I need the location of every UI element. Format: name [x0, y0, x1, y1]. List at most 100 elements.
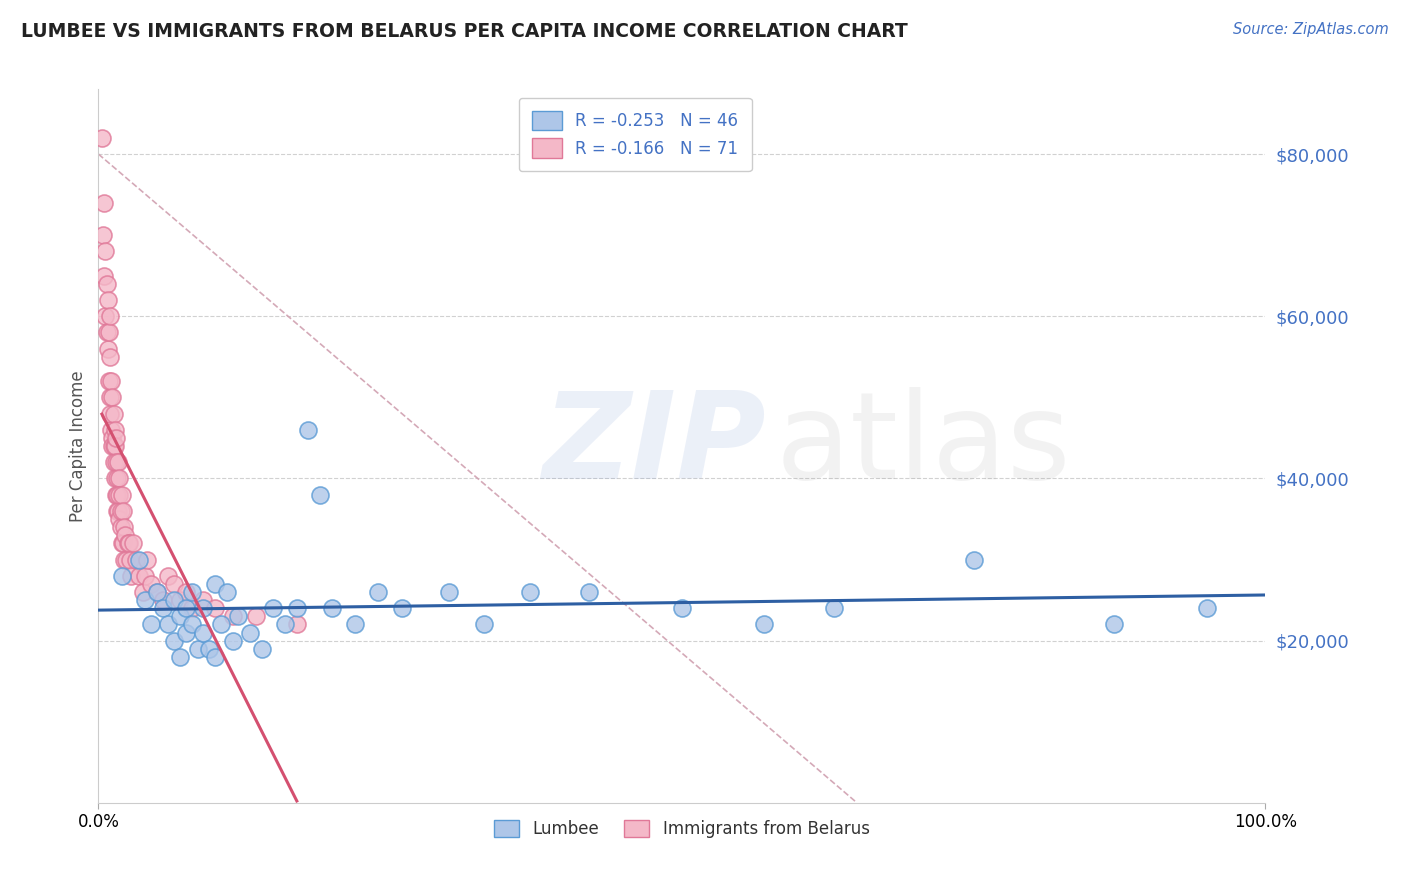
Point [228, 609, 250, 624]
Point [112, 552, 135, 566]
Point [132, 585, 155, 599]
Point [204, 577, 226, 591]
Point [204, 649, 226, 664]
Point [98, 407, 121, 421]
Point [152, 601, 174, 615]
Point [285, 617, 308, 632]
Point [962, 552, 984, 566]
Point [98, 310, 121, 324]
Point [94, 244, 117, 259]
Point [169, 593, 191, 607]
Point [110, 504, 132, 518]
Point [104, 471, 127, 485]
Point [221, 633, 243, 648]
Point [93, 195, 115, 210]
Point [1195, 601, 1218, 615]
Point [297, 423, 319, 437]
Text: atlas: atlas [775, 387, 1071, 505]
Point [198, 641, 221, 656]
Point [104, 488, 127, 502]
Point [101, 439, 124, 453]
Point [209, 617, 232, 632]
Point [215, 585, 238, 599]
Point [146, 585, 169, 599]
Point [128, 568, 150, 582]
Point [111, 568, 134, 582]
Point [105, 504, 128, 518]
Point [104, 431, 127, 445]
Point [163, 633, 186, 648]
Point [671, 601, 693, 615]
Point [112, 520, 135, 534]
Point [93, 268, 115, 283]
Point [105, 488, 128, 502]
Point [100, 423, 122, 437]
Point [146, 585, 169, 599]
Point [193, 601, 215, 615]
Point [174, 625, 197, 640]
Point [163, 577, 186, 591]
Point [96, 277, 118, 291]
Point [163, 593, 186, 607]
Point [96, 326, 118, 340]
Point [157, 568, 180, 582]
Point [104, 455, 127, 469]
Point [97, 326, 120, 340]
Point [98, 350, 121, 364]
Point [134, 568, 156, 582]
Y-axis label: Per Capita Income: Per Capita Income [69, 370, 87, 522]
Point [519, 585, 541, 599]
Legend: Lumbee, Immigrants from Belarus: Lumbee, Immigrants from Belarus [488, 813, 876, 845]
Point [169, 609, 191, 624]
Point [472, 617, 495, 632]
Point [107, 504, 129, 518]
Point [103, 439, 125, 453]
Point [174, 601, 197, 615]
Point [239, 625, 262, 640]
Point [309, 488, 332, 502]
Point [101, 390, 124, 404]
Point [250, 641, 273, 656]
Point [107, 455, 129, 469]
Point [367, 585, 389, 599]
Point [285, 601, 308, 615]
Point [152, 593, 174, 607]
Point [118, 552, 141, 566]
Point [193, 593, 215, 607]
Point [104, 423, 127, 437]
Point [125, 552, 148, 566]
Point [344, 617, 367, 632]
Point [114, 528, 136, 542]
Point [111, 536, 134, 550]
Point [90, 131, 112, 145]
Point [174, 585, 197, 599]
Point [108, 512, 131, 526]
Point [823, 601, 845, 615]
Point [136, 552, 159, 566]
Point [111, 488, 134, 502]
Point [321, 601, 343, 615]
Point [117, 536, 139, 550]
Point [97, 374, 120, 388]
Point [139, 577, 162, 591]
Point [180, 617, 202, 632]
Point [103, 407, 125, 421]
Point [134, 593, 156, 607]
Point [245, 609, 267, 624]
Point [1102, 617, 1125, 632]
Point [111, 536, 134, 550]
Point [262, 601, 284, 615]
Text: ZIP: ZIP [541, 387, 766, 505]
Point [139, 617, 162, 632]
Point [120, 568, 142, 582]
Point [101, 431, 124, 445]
Point [91, 228, 114, 243]
Point [180, 601, 202, 615]
Point [391, 601, 413, 615]
Point [193, 625, 215, 640]
Point [103, 455, 125, 469]
Point [122, 536, 145, 550]
Point [98, 390, 121, 404]
Point [204, 601, 226, 615]
Point [169, 649, 191, 664]
